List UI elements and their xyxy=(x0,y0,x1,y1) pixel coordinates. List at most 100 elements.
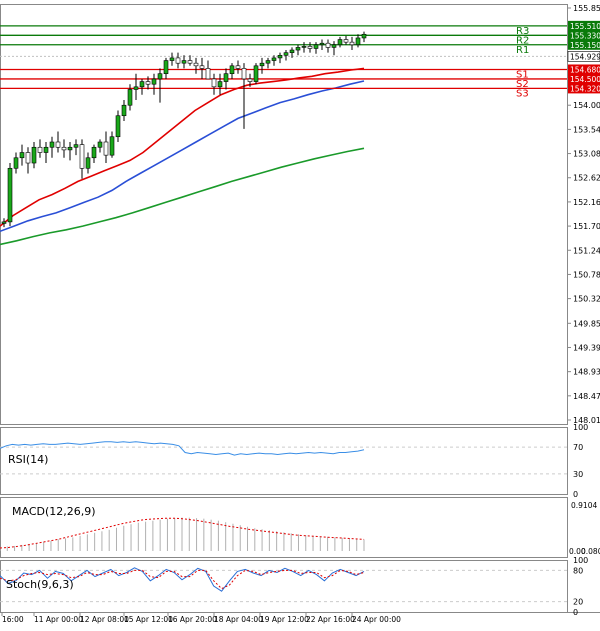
rsi-line xyxy=(0,441,365,456)
candle-body xyxy=(319,42,325,46)
candle-body xyxy=(253,65,259,82)
price-tick-label: 148.930 xyxy=(573,368,600,377)
candle-body xyxy=(211,78,217,88)
level-price-tag xyxy=(568,20,600,31)
candle-body xyxy=(307,46,313,49)
price-tick-label: 150.780 xyxy=(573,270,600,279)
candle-body xyxy=(343,39,349,43)
candle-body xyxy=(337,39,343,46)
price-tick-label: 154.000 xyxy=(573,101,600,110)
moving-average-line xyxy=(0,80,365,233)
macd-zero-label: 0.0801 xyxy=(581,547,600,556)
candle-body xyxy=(13,157,19,169)
level-name-s2: S2 xyxy=(516,79,529,90)
time-label: 16:00 xyxy=(2,615,24,624)
time-label: 22 Apr 16:00 xyxy=(306,615,355,624)
stoch-tick-label: 0 xyxy=(573,608,578,617)
candle-body xyxy=(169,57,175,61)
current-price-tag xyxy=(567,51,600,62)
price-tick-label: 151.240 xyxy=(573,246,600,255)
panel-frame xyxy=(0,427,568,495)
level-price-label: 154.320 xyxy=(570,84,600,93)
candle-body xyxy=(313,44,319,49)
stoch-tick-label: 80 xyxy=(573,566,583,575)
candle-body xyxy=(175,57,181,64)
stoch-tick-label: 20 xyxy=(573,598,583,607)
candle-body xyxy=(259,62,265,67)
price-tick-label: 155.850 xyxy=(573,4,600,13)
price-tick-label: 151.700 xyxy=(573,222,600,231)
rsi-panel: 100 70 30 0 xyxy=(0,423,588,499)
panel-frames xyxy=(0,4,600,613)
candle-body xyxy=(85,157,91,169)
candle-body xyxy=(223,73,229,82)
time-label: 16 Apr 20:00 xyxy=(168,615,217,624)
candle-body xyxy=(193,62,199,67)
level-name-s1: S1 xyxy=(516,69,529,80)
candle-body xyxy=(73,144,79,148)
candle-body xyxy=(145,81,151,85)
level-name-r2: R2 xyxy=(516,35,529,46)
candle-body xyxy=(31,146,37,164)
level-price-label: 155.330 xyxy=(570,31,600,40)
candle-body xyxy=(199,65,205,69)
pivot-level-lines: R3 155.510 R2 155.330 R1 155.150 S1 154.680 S2 15… xyxy=(0,20,600,99)
candle-body xyxy=(277,54,283,59)
rsi-tick-label: 30 xyxy=(573,470,583,479)
moving-average-line xyxy=(0,67,365,227)
candle-body xyxy=(241,68,247,80)
price-tick-label: 153.080 xyxy=(573,150,600,159)
macd-tick-label: 0.9104 xyxy=(571,501,597,510)
candlesticks xyxy=(1,31,367,228)
candle-body xyxy=(361,33,367,39)
candle-body xyxy=(355,37,361,46)
level-name-r3: R3 xyxy=(516,26,529,37)
candle-body xyxy=(103,141,109,156)
price-tick-label: 152.620 xyxy=(573,174,600,183)
macd-signal-line xyxy=(0,517,365,549)
candle-body xyxy=(43,146,49,153)
candle-body xyxy=(61,146,67,151)
candle-body xyxy=(229,65,235,74)
price-tick-label: 153.540 xyxy=(573,125,600,134)
price-tick-label: 148.010 xyxy=(573,416,600,425)
moving-average-lines xyxy=(0,67,365,246)
price-tick-label: 149.390 xyxy=(573,343,600,352)
candle-body xyxy=(49,141,55,148)
candle-body xyxy=(271,57,277,61)
candle-body xyxy=(109,136,115,156)
time-label: 19 Apr 12:00 xyxy=(260,615,309,624)
level-price-tag xyxy=(568,83,600,94)
candle-body xyxy=(301,46,307,48)
stoch-tick-label: 100 xyxy=(573,556,588,565)
level-name-s3: S3 xyxy=(516,88,529,99)
level-price-tag xyxy=(568,73,600,84)
price-tick-label: 149.850 xyxy=(573,319,600,328)
price-tick-label: 152.160 xyxy=(573,198,600,207)
macd-label: MACD(12,26,9) xyxy=(12,505,96,518)
level-price-label: 155.150 xyxy=(570,41,600,50)
time-label: 18 Apr 04:00 xyxy=(214,615,263,624)
time-label: 15 Apr 12:00 xyxy=(124,615,173,624)
candle-body xyxy=(91,146,97,159)
candle-body xyxy=(235,65,241,69)
macd-tick-label: 0.00 xyxy=(569,547,586,556)
candle-body xyxy=(265,60,271,64)
candle-body xyxy=(67,146,73,151)
price-axis: 155.850 154.000 153.540 153.080 152.620 152.1… xyxy=(567,4,600,425)
stoch-line xyxy=(0,567,365,592)
candle-body xyxy=(79,144,85,169)
current-price-label: 154.929 xyxy=(570,52,600,61)
time-label: 12 Apr 08:00 xyxy=(80,615,129,624)
candle-body xyxy=(97,141,103,148)
candle-body xyxy=(37,146,43,153)
candle-body xyxy=(181,60,187,64)
candle-body xyxy=(127,89,133,106)
level-price-label: 154.500 xyxy=(570,75,600,84)
macd-panel: 0.9104 0.000.0801 xyxy=(0,501,600,556)
level-price-tag xyxy=(568,64,600,75)
